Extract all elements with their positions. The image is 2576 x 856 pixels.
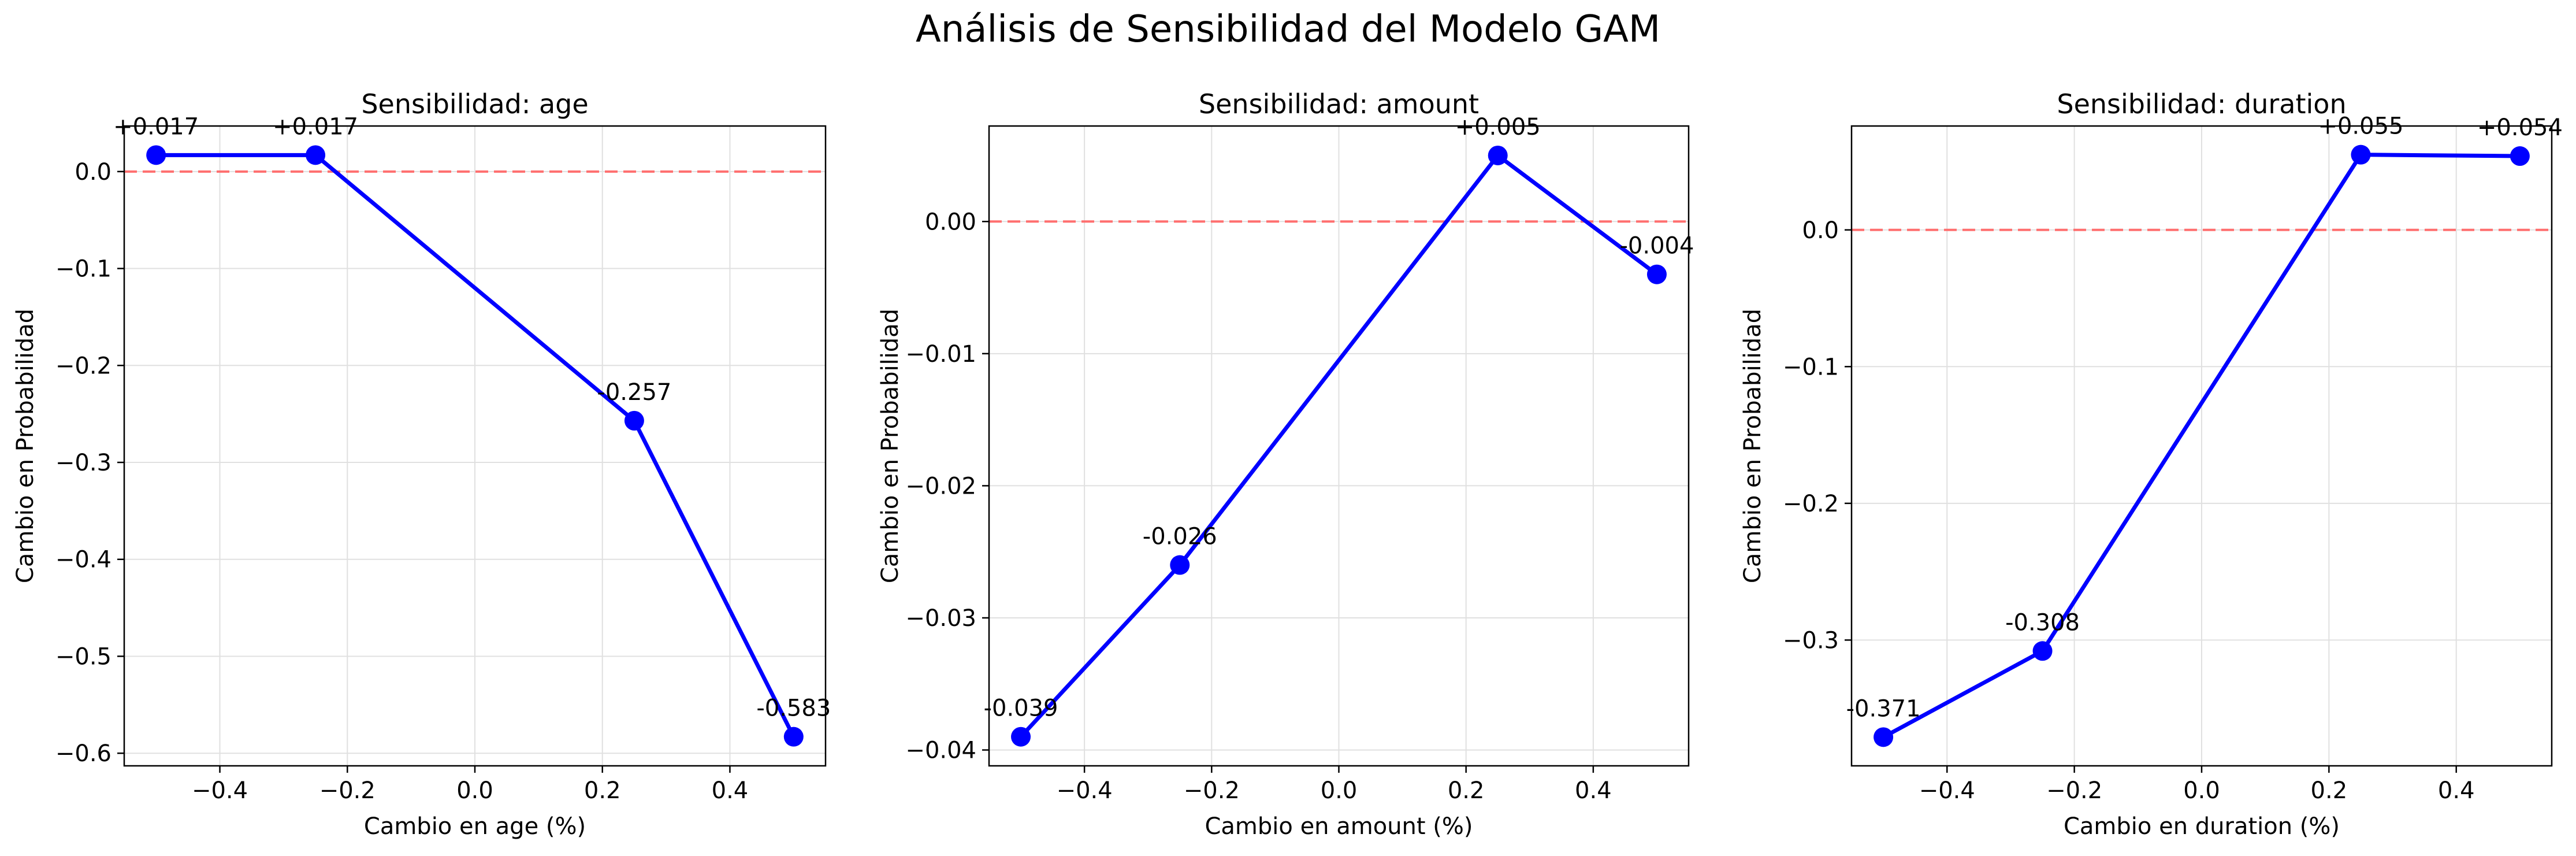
data-label: -0.583 <box>756 695 831 722</box>
x-tick-label: 0.0 <box>1321 777 1358 804</box>
data-label: -0.257 <box>597 379 671 406</box>
x-tick-label: 0.0 <box>456 777 493 804</box>
x-tick-label: 0.2 <box>584 777 621 804</box>
y-tick-label: −0.1 <box>1783 354 1839 380</box>
data-label: -0.308 <box>2005 609 2080 636</box>
y-tick-label: −0.5 <box>55 643 111 670</box>
subplot-title: Sensibilidad: amount <box>1199 88 1479 120</box>
data-point <box>624 410 644 431</box>
y-tick-label: −0.01 <box>905 341 976 368</box>
data-point <box>1646 264 1667 284</box>
figure-title: Análisis de Sensibilidad del Modelo GAM <box>915 8 1661 51</box>
y-axis-label: Cambio en Probabilidad <box>12 309 39 583</box>
series-line <box>156 153 796 738</box>
subplot-3: −0.4 −0.2 0.0 0.2 0.4 0.0 −0.1 −0.2 −0.3 -0.371 -0… <box>1739 88 2563 840</box>
y-tick-label: 0.00 <box>925 209 976 235</box>
x-tick-label: −0.2 <box>319 777 376 804</box>
subplot-2: −0.4 −0.2 0.0 0.2 0.4 0.00 −0.01 −0.02 −0.03 −0.0… <box>877 88 1694 840</box>
x-tick-label: −0.2 <box>1184 777 1240 804</box>
subplot-title: Sensibilidad: duration <box>2057 88 2346 120</box>
subplot-title: Sensibilidad: age <box>361 88 588 120</box>
y-tick-label: −0.03 <box>905 605 976 632</box>
x-tick-label: −0.4 <box>192 777 248 804</box>
y-tick-label: −0.4 <box>55 547 111 573</box>
x-tick-label: 0.4 <box>712 777 749 804</box>
data-label: -0.371 <box>1846 695 1921 722</box>
x-tick-label: 0.2 <box>1448 777 1485 804</box>
data-label: +0.054 <box>2477 114 2563 141</box>
data-label: +0.005 <box>1455 114 1541 140</box>
y-tick-label: 0.0 <box>75 159 111 186</box>
y-axis-label: Cambio en Probabilidad <box>1739 309 1766 583</box>
data-label: +0.017 <box>273 113 358 140</box>
data-point <box>306 145 326 165</box>
y-tick-label: −0.3 <box>55 450 111 476</box>
x-tick-label: 0.4 <box>2438 777 2475 804</box>
y-axis-label: Cambio en Probabilidad <box>877 309 904 583</box>
x-tick-label: −0.4 <box>1919 777 1975 804</box>
y-tick-label: −0.2 <box>1783 491 1839 517</box>
x-axis-label: Cambio en duration (%) <box>2064 813 2340 840</box>
data-label: +0.055 <box>2318 113 2403 140</box>
data-label: -0.004 <box>1619 233 1694 260</box>
data-point <box>146 145 166 165</box>
y-tick-label: −0.6 <box>55 740 111 767</box>
y-tick-label: −0.02 <box>905 473 976 499</box>
data-point <box>1011 727 1031 747</box>
x-tick-label: −0.4 <box>1057 777 1113 804</box>
y-tick-label: −0.2 <box>55 353 111 379</box>
subplot-1: −0.4 −0.2 0.0 0.2 0.4 0.0 −0.1 −0.2 −0.3 −0.4 −0.5… <box>12 88 831 840</box>
data-label: -0.026 <box>1143 524 1217 550</box>
x-tick-label: −0.2 <box>2046 777 2102 804</box>
series-line <box>1019 153 1659 739</box>
y-tick-label: −0.3 <box>1783 627 1839 654</box>
x-axis-label: Cambio en age (%) <box>364 813 586 840</box>
x-tick-label: 0.2 <box>2311 777 2348 804</box>
data-point <box>2510 146 2530 166</box>
x-tick-label: 0.4 <box>1575 777 1612 804</box>
data-label: +0.017 <box>113 113 199 140</box>
data-point <box>2351 144 2371 165</box>
series-line <box>1882 153 2520 739</box>
data-point <box>783 727 804 747</box>
x-tick-label: 0.0 <box>2183 777 2220 804</box>
data-point <box>1170 555 1190 575</box>
data-point <box>1874 727 1894 747</box>
y-tick-label: −0.1 <box>55 256 111 283</box>
data-point <box>2032 641 2053 661</box>
y-tick-label: 0.0 <box>1802 217 1839 244</box>
x-axis-label: Cambio en amount (%) <box>1205 813 1473 840</box>
data-label: -0.039 <box>984 695 1058 722</box>
y-tick-label: −0.04 <box>905 738 976 764</box>
data-point <box>1488 145 1508 165</box>
